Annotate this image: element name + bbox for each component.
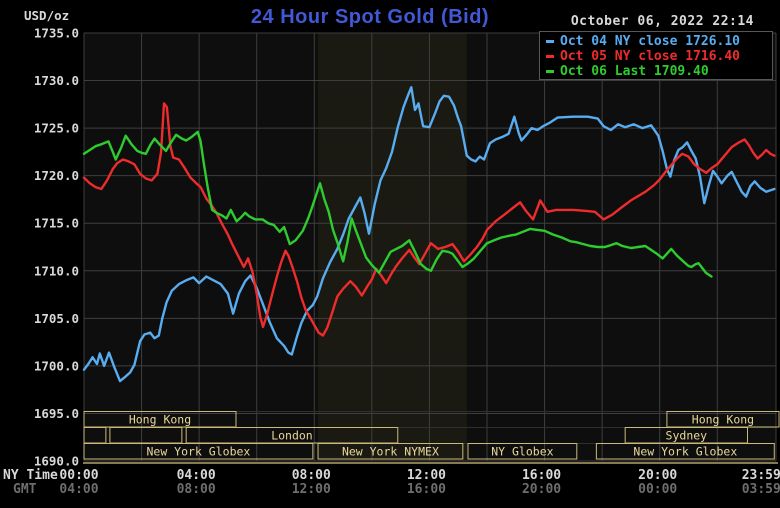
x-tick-ny-time: 12:00: [407, 468, 446, 483]
x-tick-gmt: 00:00: [638, 482, 677, 497]
legend-entry-2: Oct 06 Last 1709.40: [546, 64, 772, 79]
x-tick-gmt: 16:00: [407, 482, 446, 497]
legend-dash-swatch: [546, 70, 554, 73]
x-tick-ny-time: 00:00: [59, 468, 98, 483]
session-label-ny-globex: NY Globex: [491, 444, 553, 458]
x-tick-ny-time: 04:00: [177, 468, 216, 483]
session-label-hong-kong: Hong Kong: [129, 412, 191, 426]
session-box-new-york-globex: [595, 443, 775, 460]
y-axis-tick-label: 1690.0: [34, 454, 79, 469]
datetime-label: October 06, 2022 22:14: [570, 14, 754, 29]
legend-entry-1: Oct 05 NY close 1716.40: [546, 49, 772, 64]
legend-box: Oct 04 NY close 1726.10 Oct 05 NY close 1…: [539, 31, 773, 80]
y-axis-tick-label: 1715.0: [34, 216, 79, 231]
x-tick-ny-time: 08:00: [292, 468, 331, 483]
session-box-new-york-nymex: [317, 443, 464, 460]
session-label-sydney: Sydney: [666, 428, 708, 442]
y-axis-tick-label: 1705.0: [34, 311, 79, 326]
y-axis-tick-label: 1730.0: [34, 73, 79, 88]
session-box-new-york-globex: [83, 443, 314, 460]
x-axis-ny-time-label: NY Time: [3, 468, 58, 483]
y-axis-tick-label: 1725.0: [34, 121, 79, 136]
session-box-ny-globex: [467, 443, 578, 460]
x-axis-gmt-label: GMT: [13, 482, 37, 497]
y-axis-tick-label: 1700.0: [34, 358, 79, 373]
legend-label: Oct 06 Last 1709.40: [560, 64, 709, 79]
session-label-london: London: [271, 428, 313, 442]
x-tick-gmt: 20:00: [522, 482, 561, 497]
x-tick-ny-time: 23:59: [742, 468, 780, 483]
session-label-new-york-globex: New York Globex: [633, 444, 737, 458]
x-tick-ny-time: 16:00: [522, 468, 561, 483]
x-tick-ny-time: 20:00: [638, 468, 677, 483]
y-axis-tick-label: 1720.0: [34, 168, 79, 183]
session-label-hong-kong: Hong Kong: [692, 412, 754, 426]
y-axis-tick-label: 1710.0: [34, 263, 79, 278]
legend-dash-swatch: [546, 40, 554, 43]
x-tick-gmt: 04:00: [59, 482, 98, 497]
session-label-new-york-nymex: New York NYMEX: [342, 444, 439, 458]
legend-label: Oct 05 NY close 1716.40: [560, 49, 741, 64]
y-axis-units-label: USD/oz: [24, 8, 70, 23]
session-label-new-york-globex: New York Globex: [146, 444, 250, 458]
y-axis-tick-label: 1695.0: [34, 406, 79, 421]
legend-dash-swatch: [546, 55, 554, 58]
x-tick-gmt: 12:00: [292, 482, 331, 497]
price-line-oct-04: [82, 85, 776, 383]
x-tick-gmt: 03:59: [742, 482, 780, 497]
x-tick-gmt: 08:00: [177, 482, 216, 497]
legend-label: Oct 04 NY close 1726.10: [560, 34, 741, 49]
y-axis-tick-label: 1735.0: [34, 26, 79, 41]
price-line-oct-06: [82, 130, 713, 278]
chart-title: 24 Hour Spot Gold (Bid): [250, 6, 490, 28]
price-line-oct-05: [82, 102, 776, 337]
legend-entry-0: Oct 04 NY close 1726.10: [546, 34, 772, 49]
